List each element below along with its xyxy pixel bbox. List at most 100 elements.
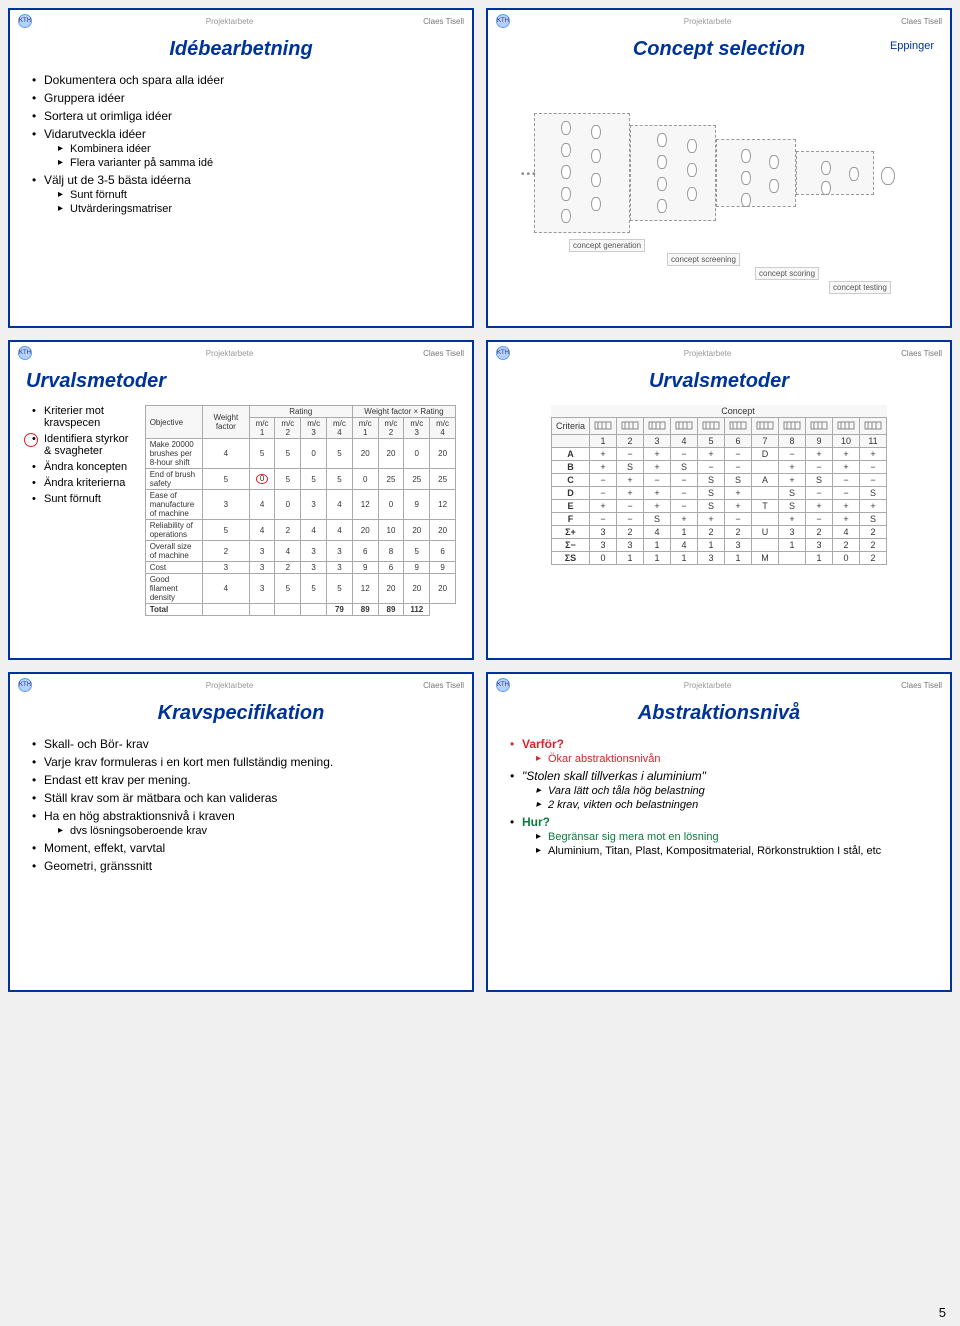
cell: 3 <box>806 539 833 552</box>
th: m/c 3 <box>301 418 327 439</box>
slide-header: KTH Projektarbete Claes Tisell <box>18 678 464 692</box>
bullet: Geometri, gränssnitt <box>32 859 456 873</box>
cell: + <box>644 448 671 461</box>
cell: 3 <box>698 552 725 565</box>
cell: 9 <box>404 490 430 520</box>
cell: 6 <box>378 562 404 574</box>
th: Objective <box>145 406 202 439</box>
cell: 4 <box>249 490 275 520</box>
th: m/c 4 <box>327 418 353 439</box>
th: Weight factor × Rating <box>352 406 455 418</box>
slide-4: KTH Projektarbete Claes Tisell Urvalsmet… <box>486 340 952 660</box>
cell: 20 <box>404 574 430 604</box>
cell: 0 <box>352 469 378 490</box>
row-label: C <box>551 474 589 487</box>
cell: S <box>671 461 698 474</box>
th: Concept <box>590 405 887 418</box>
cell: 20 <box>430 520 456 541</box>
cell: 2 <box>275 562 301 574</box>
cell: 4 <box>249 520 275 541</box>
cell: 20 <box>352 520 378 541</box>
cell: U <box>752 526 779 539</box>
cell: 5 <box>275 439 301 469</box>
cell: 5 <box>202 520 249 541</box>
cell: 1 <box>671 552 698 565</box>
cell: + <box>617 487 644 500</box>
concept-icon <box>752 418 779 435</box>
funnel-diagram: ••• concept generation concept screening… <box>504 73 934 273</box>
col-num: 11 <box>860 435 887 448</box>
sub-list: Sunt förnuft Utvärderingsmatriser <box>44 189 456 215</box>
row-label: End of brush safety <box>145 469 202 490</box>
header-center: Projektarbete <box>206 349 254 358</box>
cell: 2 <box>860 552 887 565</box>
sub-bullet: Sunt förnuft <box>58 189 456 201</box>
row-label: D <box>551 487 589 500</box>
concept-icon <box>860 418 887 435</box>
cell: 1 <box>725 552 752 565</box>
row-label: E <box>551 500 589 513</box>
cell: + <box>590 461 617 474</box>
concept-icon <box>671 418 698 435</box>
slide-title: Idébearbetning <box>26 38 456 61</box>
col-num: 5 <box>698 435 725 448</box>
cell: 0 <box>833 552 860 565</box>
sub-bullet: Begränsar sig mera mot en lösning <box>536 831 934 843</box>
cell: 4 <box>275 541 301 562</box>
bullet: Ändra koncepten <box>32 461 135 473</box>
cell: 5 <box>327 574 353 604</box>
cell: 3 <box>301 490 327 520</box>
cell: + <box>644 500 671 513</box>
cell: + <box>833 513 860 526</box>
slide-title: Abstraktionsnivå <box>504 702 934 725</box>
bullet: Sortera ut orimliga idéer <box>32 109 456 123</box>
row-label: Overall size of machine <box>145 541 202 562</box>
cell: 9 <box>430 562 456 574</box>
header-right: Claes Tisell <box>901 17 942 26</box>
row-label: F <box>551 513 589 526</box>
header-center: Projektarbete <box>684 17 732 26</box>
cell: 0 <box>590 552 617 565</box>
cell: 20 <box>378 574 404 604</box>
concept-icon <box>806 418 833 435</box>
cell: − <box>590 487 617 500</box>
header-center: Projektarbete <box>206 17 254 26</box>
bullet: Dokumentera och spara alla idéer <box>32 73 456 87</box>
bullet: Vidarutveckla idéer Kombinera idéer Fler… <box>32 127 456 169</box>
cell: − <box>617 448 644 461</box>
th: m/c 3 <box>404 418 430 439</box>
cell: 25 <box>404 469 430 490</box>
bullet: Ha en hög abstraktionsnivå i kraven dvs … <box>32 809 456 837</box>
cell: 5 <box>202 469 249 490</box>
cell: 4 <box>644 526 671 539</box>
bullet: Identifiera styrkor & svagheter <box>32 433 135 457</box>
bullet: Hur?Begränsar sig mera mot en lösningAlu… <box>510 815 934 857</box>
sub-list: Ökar abstraktionsnivån <box>522 753 934 765</box>
bullet: Varför?Ökar abstraktionsnivån <box>510 737 934 765</box>
cell: 0 <box>378 490 404 520</box>
slide-header: KTH Projektarbete Claes Tisell <box>18 14 464 28</box>
sub-list: Vara lätt och tåla hög belastning2 krav,… <box>522 785 934 811</box>
stage-label: concept screening <box>667 253 740 266</box>
concept-icon <box>617 418 644 435</box>
cell: S <box>806 474 833 487</box>
slide-grid: KTH Projektarbete Claes Tisell Idébearbe… <box>8 8 952 992</box>
th: m/c 2 <box>378 418 404 439</box>
sub-bullet: 2 krav, vikten och belastningen <box>536 799 934 811</box>
cell: − <box>806 461 833 474</box>
slide-title: Kravspecifikation <box>26 702 456 725</box>
cell: 3 <box>779 526 806 539</box>
total-cell: 112 <box>404 604 430 616</box>
bullet-text: Välj ut de 3-5 bästa idéerna <box>44 173 191 187</box>
cell: 3 <box>202 490 249 520</box>
cell: + <box>725 500 752 513</box>
cell: 3 <box>249 541 275 562</box>
cell: 10 <box>378 520 404 541</box>
concept-icon <box>725 418 752 435</box>
cell: − <box>671 500 698 513</box>
header-right: Claes Tisell <box>901 349 942 358</box>
cell: + <box>833 461 860 474</box>
cell: 1 <box>698 539 725 552</box>
cell: 2 <box>698 526 725 539</box>
cell: + <box>833 448 860 461</box>
